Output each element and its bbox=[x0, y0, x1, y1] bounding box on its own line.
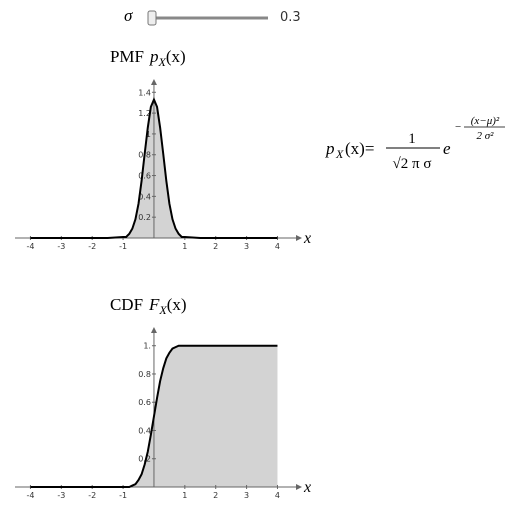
x-tick-label: 1 bbox=[182, 242, 187, 251]
exponent-sign: − bbox=[455, 121, 461, 133]
formula-args: (x)= bbox=[345, 139, 374, 158]
formula-base: e bbox=[443, 139, 451, 158]
x-tick-label: 2 bbox=[213, 242, 218, 251]
area-fill bbox=[30, 345, 278, 487]
exponent-numerator: (x−μ)² bbox=[471, 115, 500, 127]
x-tick-label: 4 bbox=[275, 242, 280, 251]
x-tick-label: 2 bbox=[213, 491, 218, 500]
formula-numerator: 1 bbox=[408, 131, 416, 147]
x-axis-arrow bbox=[296, 484, 302, 490]
y-tick-label: 1.4 bbox=[138, 88, 151, 97]
slider-thumb[interactable] bbox=[147, 10, 157, 26]
curve bbox=[30, 344, 278, 488]
slider-value: 0.3 bbox=[280, 10, 301, 25]
x-tick-label: -1 bbox=[119, 491, 127, 500]
x-tick-label: -4 bbox=[26, 491, 34, 500]
formula-denominator: √2 π σ bbox=[393, 156, 432, 172]
y-tick-label: 0.8 bbox=[138, 370, 151, 379]
chart-title: CDF FX(x) bbox=[110, 295, 187, 317]
y-tick-label: 0.6 bbox=[138, 172, 151, 181]
title-part: (x) bbox=[167, 295, 187, 314]
x-tick-label: -4 bbox=[26, 242, 34, 251]
formula-symbol: p bbox=[325, 139, 335, 158]
title-part: p bbox=[149, 47, 159, 66]
y-tick-label: 1.2 bbox=[138, 109, 151, 118]
x-tick-label: 3 bbox=[244, 242, 249, 251]
x-axis-arrow bbox=[296, 235, 302, 241]
formula-subscript: X bbox=[335, 147, 344, 161]
y-tick-label: 0.4 bbox=[138, 426, 151, 435]
x-axis-label: x bbox=[303, 230, 311, 247]
y-tick-label: 1 bbox=[146, 130, 151, 139]
x-tick-label: 3 bbox=[244, 491, 249, 500]
y-tick-label: 1. bbox=[143, 342, 151, 351]
y-axis-arrow bbox=[150, 79, 157, 85]
title-part: X bbox=[157, 55, 166, 69]
exponent-denominator: 2 σ² bbox=[477, 130, 495, 142]
slider-label: σ bbox=[124, 6, 133, 25]
curve bbox=[30, 97, 278, 239]
title-part: PMF bbox=[110, 47, 144, 66]
title-part: (x) bbox=[166, 47, 186, 66]
x-axis-label: x bbox=[303, 479, 311, 496]
y-tick-label: 0.2 bbox=[138, 455, 151, 464]
x-tick-label: -2 bbox=[88, 491, 96, 500]
chart-title: PMF pX(x) bbox=[110, 47, 186, 69]
y-tick-label: 0.2 bbox=[138, 213, 151, 222]
y-tick-label: 0.4 bbox=[138, 192, 151, 201]
x-tick-label: 1 bbox=[182, 491, 187, 500]
x-tick-label: 4 bbox=[275, 491, 280, 500]
x-tick-label: -2 bbox=[88, 242, 96, 251]
x-tick-label: -3 bbox=[57, 242, 65, 251]
x-tick-label: -3 bbox=[57, 491, 65, 500]
x-tick-label: -1 bbox=[119, 242, 127, 251]
y-axis-arrow bbox=[150, 327, 157, 333]
formula: p X (x)= 1 √2 π σ e − (x−μ)² 2 σ² bbox=[325, 115, 505, 172]
title-part: X bbox=[158, 303, 167, 317]
title-part: F bbox=[148, 295, 160, 314]
title-part: CDF bbox=[110, 295, 143, 314]
y-tick-label: 0.6 bbox=[138, 398, 151, 407]
